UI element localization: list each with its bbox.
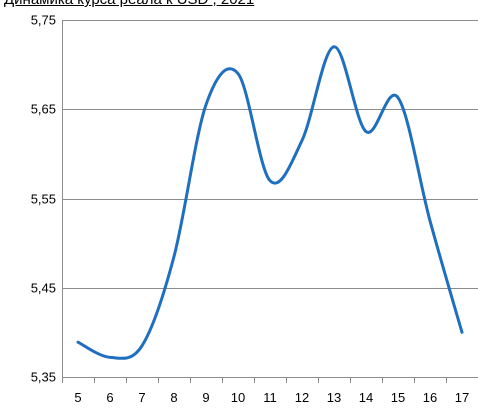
x-tick-label: 13 <box>327 390 341 405</box>
x-tick-label: 17 <box>455 390 469 405</box>
x-tick-label: 11 <box>263 390 277 405</box>
chart-title-container: Динамика курса реала к USD , 2021 <box>0 0 478 8</box>
y-tick-label: 5,55 <box>31 192 56 207</box>
y-tick-labels: 5,35 5,45 5,55 5,65 5,75 <box>31 13 56 385</box>
x-tick-label: 8 <box>170 390 177 405</box>
y-tick-label: 5,75 <box>31 13 56 28</box>
series-line <box>76 45 464 360</box>
x-tick-label: 9 <box>202 390 209 405</box>
x-tick-label: 15 <box>391 390 405 405</box>
x-tick-label: 10 <box>231 390 245 405</box>
y-tick-label: 5,45 <box>31 281 56 296</box>
x-tick-label: 14 <box>359 390 373 405</box>
x-tick-label: 6 <box>106 390 113 405</box>
x-tick-labels: 5 6 7 8 9 10 11 12 13 14 15 16 17 <box>74 390 469 405</box>
chart-title: Динамика курса реала к USD , 2021 <box>4 0 254 8</box>
grid-lines <box>62 20 478 378</box>
y-tick-label: 5,35 <box>31 370 56 385</box>
x-tick-label: 12 <box>295 390 309 405</box>
y-tick-label: 5,65 <box>31 102 56 117</box>
x-tick-label: 5 <box>74 390 81 405</box>
series <box>76 45 464 360</box>
x-tick-label: 7 <box>138 390 145 405</box>
axes <box>62 20 447 383</box>
x-tick-label: 16 <box>423 390 437 405</box>
